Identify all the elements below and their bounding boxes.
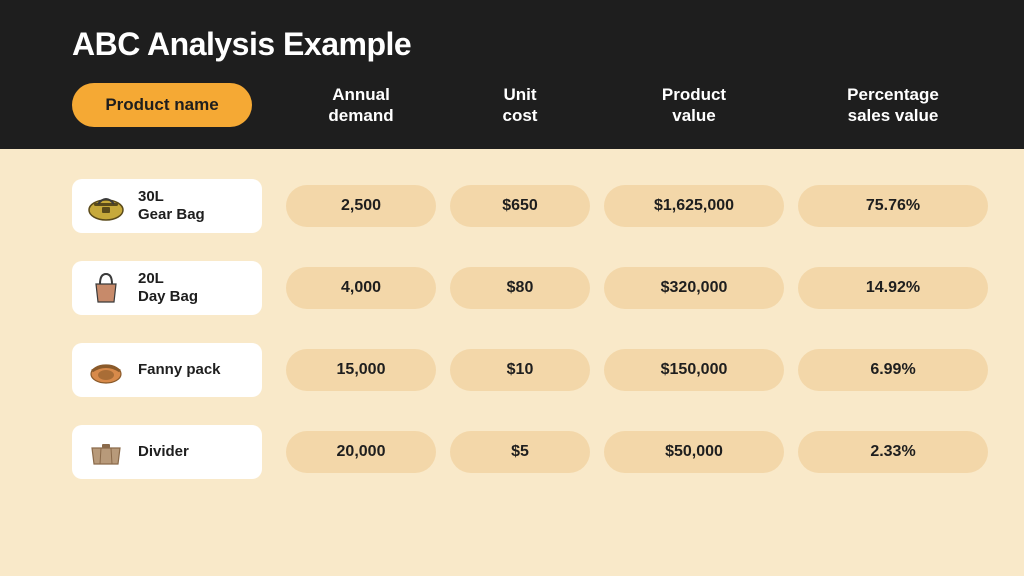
table-row: 20L Day Bag4,000$80$320,00014.92% (72, 261, 952, 315)
cell-annual-demand: 4,000 (286, 267, 436, 309)
cell-annual-demand: 20,000 (286, 431, 436, 473)
table-row: Fanny pack15,000$10$150,0006.99% (72, 343, 952, 397)
product-card: Divider (72, 425, 262, 479)
cell-unit-cost: $5 (450, 431, 590, 473)
cell-unit-cost: $80 (450, 267, 590, 309)
page-title: ABC Analysis Example (72, 26, 952, 63)
table-row: Divider20,000$5$50,0002.33% (72, 425, 952, 479)
col-head-annual-demand: Annual demand (286, 84, 436, 127)
cell-percentage-sales-value: 75.76% (798, 185, 988, 227)
cell-product-value: $320,000 (604, 267, 784, 309)
cell-product-value: $50,000 (604, 431, 784, 473)
col-head-percentage: Percentage sales value (798, 84, 988, 127)
cell-percentage-sales-value: 14.92% (798, 267, 988, 309)
table-body: 30L Gear Bag 2,500 $650 $1,625,000 75.76% 20L… (0, 149, 1024, 576)
cell-unit-cost: $10 (450, 349, 590, 391)
product-card: 30L Gear Bag (72, 179, 262, 233)
table-row: 30L Gear Bag2,500$650$1,625,00075.76% (72, 179, 952, 233)
col-head-product-name: Product name (72, 83, 252, 127)
cell-percentage-sales-value: 6.99% (798, 349, 988, 391)
cell-product-value: $150,000 (604, 349, 784, 391)
cell-unit-cost: $650 (450, 185, 590, 227)
page: ABC Analysis Example Product name Annual… (0, 0, 1024, 576)
duffel-bag-icon (86, 190, 126, 222)
col-head-product-value: Product value (604, 84, 784, 127)
cell-annual-demand: 15,000 (286, 349, 436, 391)
product-name: 30L Gear Bag (138, 188, 205, 224)
product-card: 20L Day Bag (72, 261, 262, 315)
tote-bag-icon (86, 272, 126, 304)
header: ABC Analysis Example Product name Annual… (0, 0, 1024, 149)
product-name: Fanny pack (138, 361, 221, 379)
product-name: Divider (138, 443, 189, 461)
cell-product-value: $1,625,000 (604, 185, 784, 227)
column-headers: Product name Annual demand Unit cost Pro… (72, 83, 952, 127)
cell-annual-demand: 2,500 (286, 185, 436, 227)
cell-percentage-sales-value: 2.33% (798, 431, 988, 473)
col-head-unit-cost: Unit cost (450, 84, 590, 127)
product-name: 20L Day Bag (138, 270, 198, 306)
fanny-pack-icon (86, 354, 126, 386)
product-card: Fanny pack (72, 343, 262, 397)
divider-icon (86, 436, 126, 468)
